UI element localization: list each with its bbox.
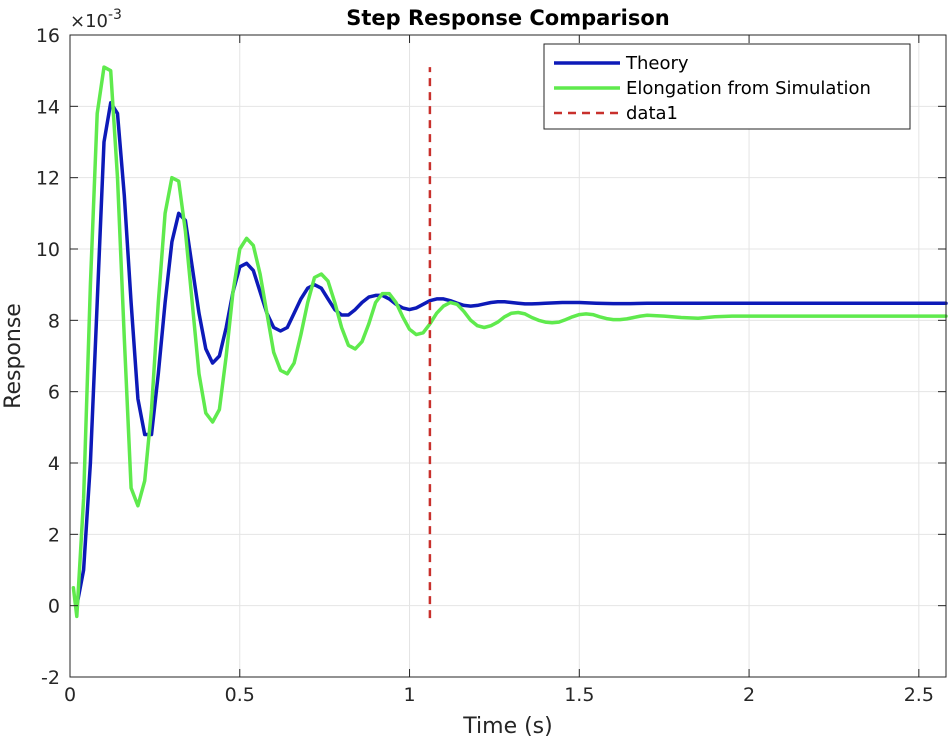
y-tick-label: 2 [48,524,60,546]
x-tick-label: 0.5 [225,684,255,706]
x-axis-label: Time (s) [462,714,552,739]
y-axis-label: Response [1,303,26,409]
x-tick-label: 2.5 [904,684,934,706]
y-tick-label: 0 [48,596,60,618]
legend: Theory Elongation from Simulation data1 [544,44,910,129]
y-tick-label: 14 [36,96,60,118]
x-tick-label: 0 [64,684,76,706]
y-tick-label: 8 [48,310,60,332]
y-tick-label: 12 [36,168,60,190]
y-scale-exponent: -3 [108,7,122,23]
chart-title: Step Response Comparison [346,6,669,30]
x-tick-label: 1.5 [564,684,594,706]
x-tick-label: 1 [403,684,415,706]
y-tick-label: 6 [48,382,60,404]
y-tick-label: 4 [48,453,60,475]
y-tick-label: -2 [41,667,60,689]
plot-area [70,35,946,677]
x-tick-label: 2 [743,684,755,706]
legend-entry-2: Elongation from Simulation [626,78,871,99]
legend-entry-1: Theory [625,53,689,74]
y-tick-label: 16 [36,25,60,47]
y-tick-label: 10 [36,239,60,261]
y-scale-base: ×10 [70,11,108,32]
legend-entry-3: data1 [626,103,678,124]
